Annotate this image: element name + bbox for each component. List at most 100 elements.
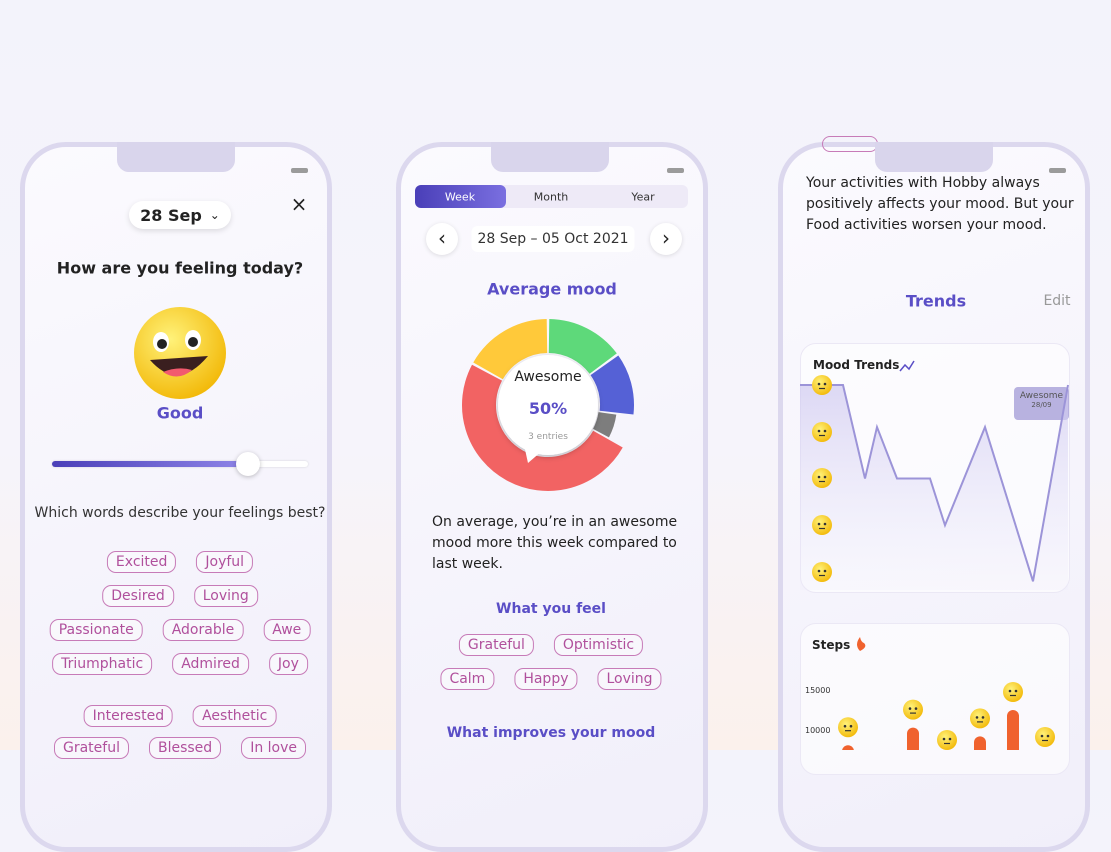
emoji-icon <box>1003 682 1023 702</box>
section-heading: What improves your mood <box>446 725 656 741</box>
status-icon <box>1049 168 1066 173</box>
close-button[interactable]: × <box>290 192 308 216</box>
emoji-eye <box>823 522 827 526</box>
emoji-face <box>1035 727 1055 747</box>
tag[interactable]: In love <box>241 737 306 759</box>
y-tick-label: 15000 <box>805 686 830 695</box>
emoji-face <box>812 515 832 535</box>
emoji-icon <box>1035 727 1055 747</box>
section-heading: What you feel <box>496 601 606 617</box>
tag-row: Triumphatic Admired Joy <box>52 653 308 675</box>
fire-icon <box>857 637 866 651</box>
center-value: 50% <box>529 399 567 418</box>
tag[interactable]: Loving <box>597 668 662 690</box>
emoji-eye <box>817 569 821 573</box>
tag[interactable]: Optimistic <box>553 634 644 656</box>
tab[interactable]: Week <box>444 190 476 204</box>
card-title: Mood Trends <box>813 358 900 372</box>
bar <box>842 745 854 750</box>
graphics: Awesome 50% 3 entries 15000 10000 <box>134 307 1069 750</box>
slider-fill <box>52 461 248 467</box>
tag[interactable]: Joy <box>268 653 308 675</box>
tag[interactable]: Grateful <box>458 634 534 656</box>
tag[interactable]: Aesthetic <box>193 705 277 727</box>
tag[interactable]: Passionate <box>49 619 143 641</box>
emoji-eye <box>975 716 979 719</box>
emoji-eye <box>1008 689 1012 693</box>
date-picker[interactable]: 28 Sep ⌄ <box>129 201 231 229</box>
chevron: ⌄ <box>209 208 220 222</box>
emoji-eye <box>823 429 827 433</box>
tag[interactable]: Awe <box>263 619 311 641</box>
emoji-face <box>838 717 858 738</box>
emoji-eye <box>817 429 821 433</box>
insight: Your activities with Hobby always positi… <box>806 175 1074 233</box>
bar <box>1007 710 1019 750</box>
trend-icon <box>899 360 915 372</box>
donut-segment <box>590 355 634 415</box>
emoji-icon <box>903 699 923 720</box>
tag[interactable]: Triumphatic <box>52 653 153 675</box>
tag[interactable]: Loving <box>193 585 258 607</box>
next-button[interactable]: › <box>650 223 682 255</box>
tab[interactable]: Month <box>533 190 569 204</box>
heading: Trends <box>905 291 967 311</box>
donut-segment <box>462 364 623 491</box>
emoji-icon <box>812 468 832 488</box>
emoji-face <box>812 375 832 395</box>
tag[interactable]: Calm <box>440 668 495 690</box>
emoji-eye <box>908 707 912 710</box>
emoji-eye <box>1040 734 1044 738</box>
emoji-icon <box>970 708 990 729</box>
notch <box>491 142 609 172</box>
emoji-eye <box>817 522 821 526</box>
y-tick-label: 10000 <box>805 726 830 735</box>
words-prompt: Which words describe your feelings best? <box>34 505 326 521</box>
entries: 3 entries <box>528 432 568 442</box>
tag[interactable]: Grateful <box>54 737 129 759</box>
status-icon <box>667 168 684 173</box>
big-emoji <box>134 307 226 399</box>
tag[interactable]: Interested <box>83 705 174 727</box>
emoji-face <box>812 422 832 442</box>
tag[interactable]: Happy <box>514 668 578 690</box>
tag[interactable]: Joyful <box>196 551 254 573</box>
emoji-face <box>970 708 990 729</box>
tooltip-label: Awesome <box>1019 391 1064 401</box>
mood-label: Good <box>156 403 204 423</box>
line <box>800 384 1069 582</box>
heading: Average mood <box>487 279 617 299</box>
tab[interactable]: Year <box>631 190 655 204</box>
emoji-face <box>1003 682 1023 702</box>
question: How are you feeling today? <box>56 258 304 278</box>
edit-button[interactable]: Edit <box>1043 293 1071 309</box>
donut-center <box>498 355 598 455</box>
emoji-face <box>903 699 923 720</box>
emoji-icon <box>812 375 832 395</box>
emoji-icon <box>812 422 832 442</box>
emoji-eye <box>1046 734 1050 738</box>
emoji-face <box>812 562 832 582</box>
emoji-eye <box>843 724 847 728</box>
tag[interactable]: Desired <box>102 585 174 607</box>
tag[interactable]: Blessed <box>148 737 222 759</box>
emoji-eye <box>823 569 827 573</box>
tag[interactable]: Admired <box>172 653 249 675</box>
slider-knob[interactable] <box>236 452 260 476</box>
tag-row: Calm Happy Loving <box>440 668 662 690</box>
prev-button[interactable]: ‹ <box>426 223 458 255</box>
bar <box>974 736 986 750</box>
bar <box>907 727 919 750</box>
summary: On average, you’re in an awesome mood mo… <box>432 514 678 572</box>
emoji-face <box>812 468 832 488</box>
emoji-eye <box>1014 689 1018 693</box>
tag-row: Grateful Blessed In love <box>54 737 306 759</box>
tag[interactable]: Adorable <box>162 619 244 641</box>
phone-frame <box>20 142 332 852</box>
line-area <box>800 385 1068 590</box>
emoji-face <box>937 730 957 750</box>
emoji-icon <box>812 515 832 535</box>
tag[interactable]: Excited <box>106 551 177 573</box>
emoji-eye <box>823 382 827 386</box>
